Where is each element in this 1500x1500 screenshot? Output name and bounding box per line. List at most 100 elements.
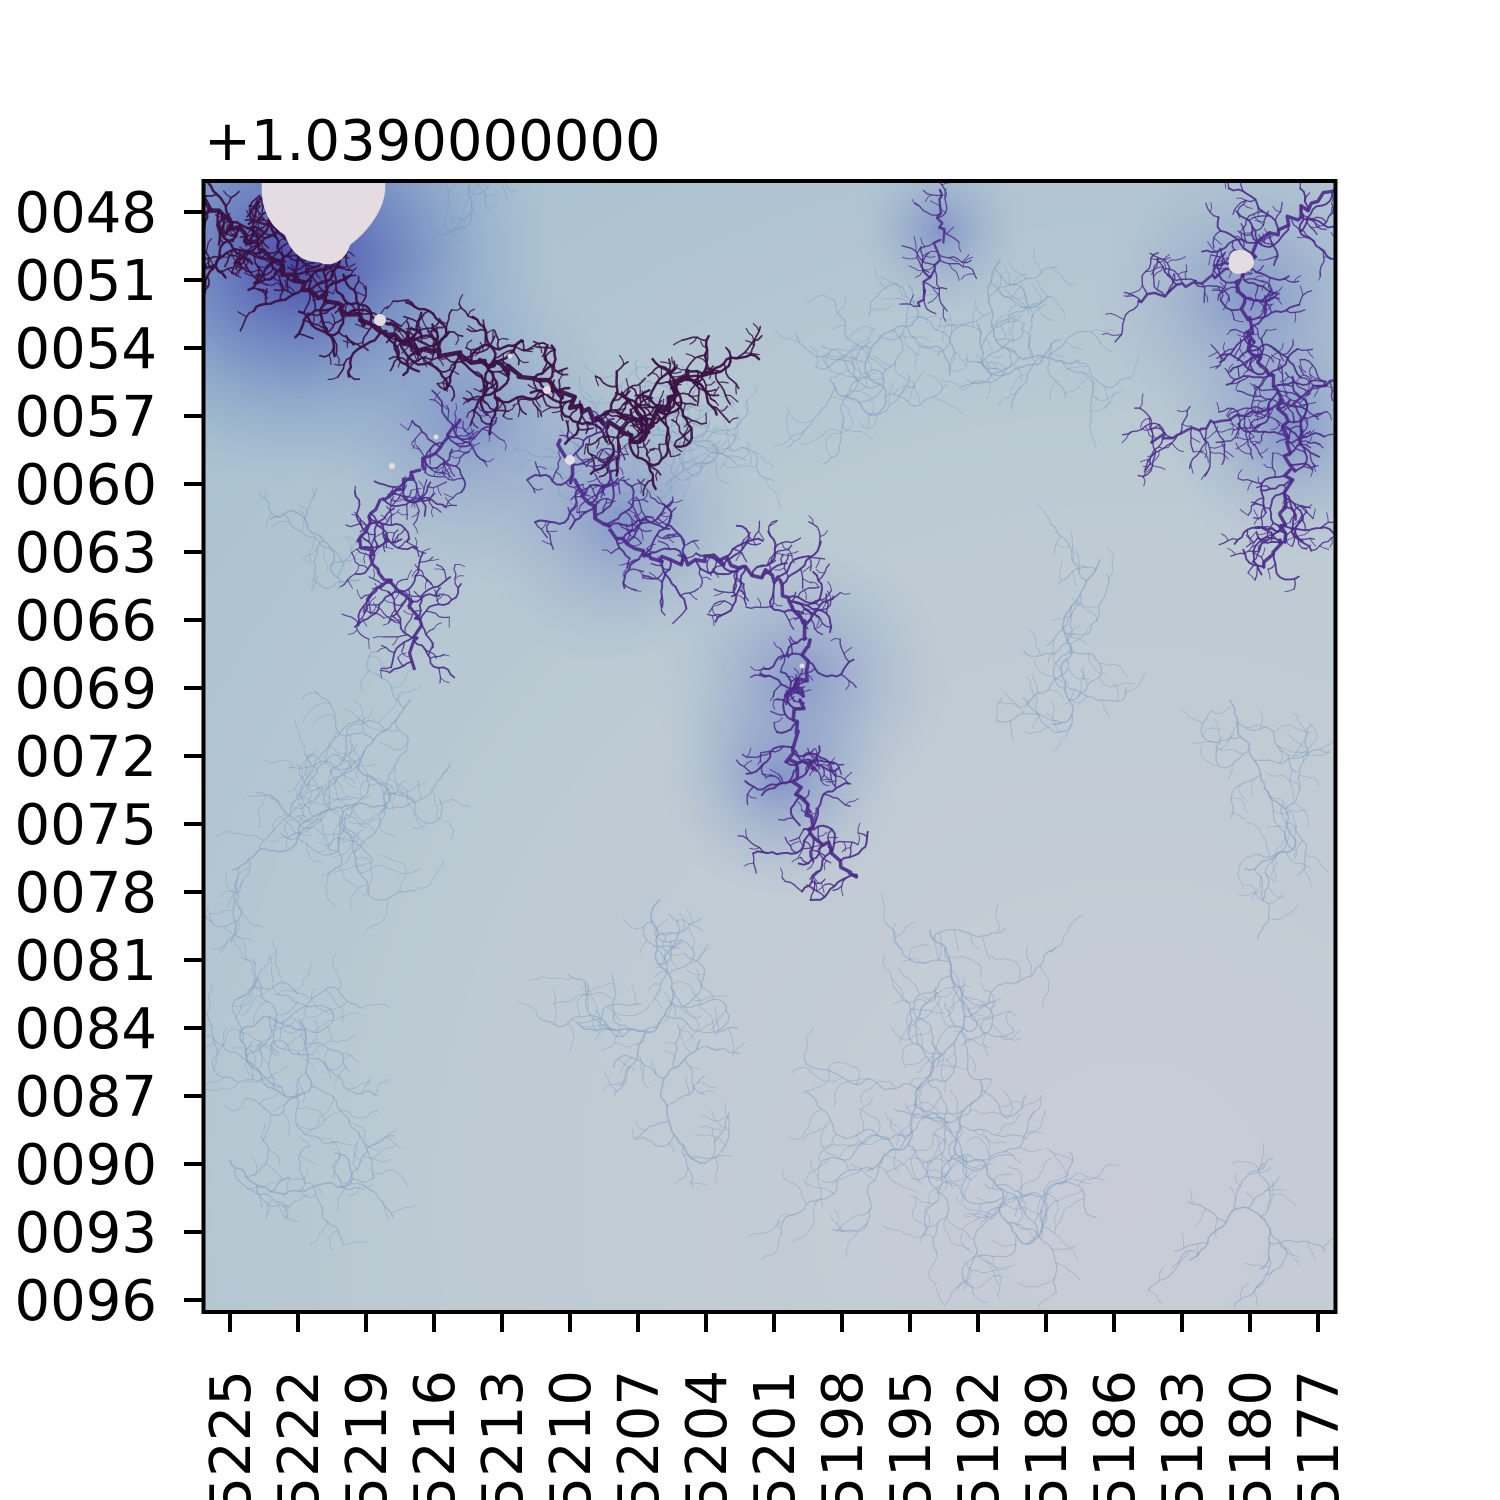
faint-filament — [1052, 652, 1061, 671]
dendrite-left-branch-branch — [360, 594, 371, 600]
faint-filament — [1054, 1198, 1085, 1235]
dendrite-diagonal-branch — [623, 444, 629, 455]
dendrite-top-left-branch — [743, 352, 760, 356]
faint-filament — [295, 1120, 320, 1130]
faint-filament — [1251, 876, 1262, 900]
dendrite-right-edge-branch — [1189, 426, 1195, 453]
dendrite-right-branch — [1340, 527, 1350, 528]
faint-filament — [1245, 724, 1266, 729]
dendrite-right-branch — [1283, 278, 1300, 283]
dendrite-top-left-branch — [396, 326, 413, 348]
minibrot-small — [565, 455, 575, 465]
dendrite-top-left-branch — [358, 280, 366, 290]
dendrite-left-branch-branch — [389, 496, 395, 512]
dendrite-top-left-branch — [438, 317, 448, 325]
dendrite-top-left-branch — [346, 331, 382, 378]
faint-filament — [1253, 1280, 1264, 1293]
faint-filament — [384, 1137, 402, 1149]
dendrite-left-branch-branch — [438, 667, 442, 684]
dendrite-diagonal-branch — [745, 828, 748, 840]
dendrite-top-middle-branch — [915, 270, 924, 278]
dendrite-diagonal-branch — [576, 510, 588, 514]
dendrite-right-branch — [1267, 568, 1271, 580]
faint-filament — [219, 919, 240, 953]
dendrite-diagonal-branch — [692, 540, 700, 550]
faint-filament — [654, 940, 681, 969]
faint-filament — [347, 1187, 360, 1196]
dendrite-top-left-branch — [744, 339, 755, 346]
faint-filament — [1306, 749, 1330, 757]
faint-filament — [924, 1114, 949, 1124]
faint-filament — [204, 906, 212, 923]
dendrite-right-branch — [1251, 538, 1263, 563]
faint-filament — [245, 1041, 287, 1097]
faint-filament — [1024, 726, 1049, 734]
dendrite-diagonal-branch — [794, 745, 821, 764]
faint-filament — [967, 1053, 977, 1072]
faint-filament — [670, 942, 684, 970]
faint-filament — [279, 1020, 283, 1041]
faint-filament — [320, 812, 325, 843]
dendrite-left-branch-branch — [443, 493, 454, 499]
dendrite-top-left-branch — [705, 412, 707, 424]
dendrite-diagonal-branch — [802, 578, 813, 584]
dendrite-diagonal-branch — [811, 761, 819, 770]
faint-filament — [352, 1141, 358, 1170]
faint-filament — [327, 804, 357, 876]
dendrite-diagonal-branch — [594, 471, 615, 520]
faint-filament — [1256, 1269, 1274, 1289]
dendrite-right-branch — [1260, 329, 1267, 340]
dendrite-left-branch — [381, 468, 422, 502]
dendrite-diagonal-branch — [802, 824, 836, 855]
dendrite-right-branch — [1293, 502, 1314, 520]
dendrite-right-branch — [1268, 347, 1299, 376]
faint-filament — [311, 576, 315, 593]
faint-filament — [906, 1144, 950, 1253]
faint-filament — [724, 1102, 729, 1118]
faint-filament — [1271, 836, 1286, 878]
faint-filament — [638, 483, 660, 499]
dendrite-right-edge-branch — [1243, 415, 1254, 460]
faint-filament — [972, 307, 977, 328]
faint-filament — [906, 370, 924, 402]
dendrite-top-left-branch — [231, 272, 242, 279]
dendrite-right-edge-branch — [1253, 414, 1265, 418]
dendrite-left-branch-branch — [368, 576, 383, 585]
dendrite-right-edge-branch — [1157, 443, 1173, 449]
faint-filament — [884, 384, 948, 407]
dendrite-left-branch-branch — [387, 609, 396, 624]
dendrite-diagonal-branch — [570, 487, 589, 501]
dendrite-left-branch-branch — [383, 598, 394, 604]
faint-filament — [1039, 1189, 1084, 1214]
dendrite-top-left-branch — [712, 386, 720, 397]
dendrite-diagonal-branch — [555, 471, 563, 480]
faint-filament — [679, 1029, 696, 1041]
dendrite-right-branch — [1303, 464, 1319, 469]
faint-filament — [893, 385, 917, 395]
faint-filament — [918, 1053, 935, 1074]
faint-filament — [675, 1168, 689, 1184]
faint-filament — [304, 1112, 338, 1135]
dendrite-right-branch — [1278, 365, 1283, 375]
dendrite-diagonal-branch — [625, 515, 654, 545]
dendrite-left-branch-branch — [447, 436, 471, 448]
faint-filament — [908, 1050, 935, 1085]
faint-filament — [694, 1134, 726, 1147]
faint-filament — [454, 213, 463, 221]
faint-filament — [984, 358, 997, 382]
faint-filament — [919, 1210, 931, 1243]
faint-filament — [1027, 674, 1038, 706]
dendrite-left-branch-branch — [359, 540, 390, 549]
faint-filament — [558, 458, 581, 471]
dendrite-top-middle-branch — [936, 181, 948, 219]
faint-filament — [337, 829, 365, 841]
dendrite-diagonal-branch — [844, 798, 859, 806]
faint-filament — [1047, 343, 1067, 398]
faint-filament — [642, 1134, 675, 1147]
faint-filament — [978, 1192, 1008, 1226]
faint-filament — [994, 314, 1009, 328]
faint-filament — [913, 1086, 921, 1106]
dendrite-diagonal-branch — [601, 549, 612, 554]
dendrite-top-left-branch — [251, 228, 266, 240]
dendrite-top-left-branch — [519, 389, 542, 401]
